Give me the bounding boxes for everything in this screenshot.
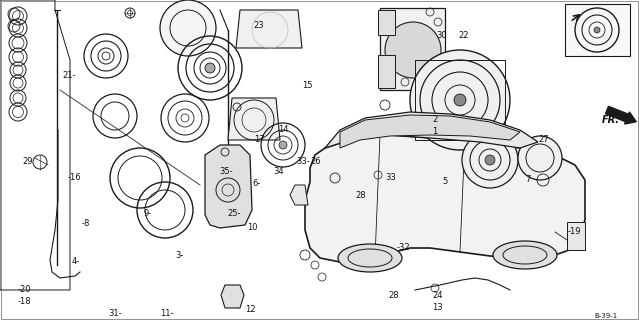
Text: 31-: 31- [109,309,122,318]
Polygon shape [380,8,445,90]
Text: -16: -16 [68,173,82,182]
Polygon shape [205,145,252,228]
Text: 15: 15 [302,82,312,91]
Polygon shape [340,115,520,148]
Text: 29: 29 [22,157,33,166]
Text: 33: 33 [385,173,396,182]
Text: 34: 34 [273,167,284,177]
Ellipse shape [493,241,557,269]
Text: -20: -20 [18,284,31,293]
Polygon shape [221,285,244,308]
Circle shape [594,27,600,33]
Text: 5: 5 [442,178,447,187]
Circle shape [205,63,215,73]
Text: 6-: 6- [252,180,261,188]
Polygon shape [325,112,538,148]
Text: 33-: 33- [296,157,310,166]
Polygon shape [378,10,395,35]
Text: -32: -32 [396,244,410,252]
Polygon shape [228,98,280,140]
Text: 30: 30 [436,31,447,41]
Circle shape [160,0,216,56]
Ellipse shape [338,244,402,272]
Text: 21-: 21- [62,71,75,81]
Bar [415,60,505,140]
Circle shape [410,50,510,150]
Text: 11-: 11- [160,309,174,318]
Text: 3-: 3- [175,251,183,260]
Text: -18: -18 [18,298,31,307]
Circle shape [518,136,562,180]
Text: 28: 28 [355,190,366,199]
Text: 35-: 35- [219,167,233,177]
Text: -19: -19 [568,228,581,236]
Polygon shape [290,185,308,205]
Circle shape [385,22,441,78]
Circle shape [485,155,495,165]
Circle shape [454,94,466,106]
Circle shape [462,132,518,188]
Text: 28: 28 [388,292,399,300]
Polygon shape [378,55,395,88]
Text: 13: 13 [432,302,443,311]
Bar [565,4,630,56]
Text: 9-: 9- [144,209,152,218]
Circle shape [279,141,287,149]
Text: 22: 22 [458,31,468,41]
Text: 24: 24 [432,292,442,300]
Text: 1: 1 [432,126,437,135]
Text: FR.: FR. [602,115,620,125]
Text: 12: 12 [245,306,256,315]
Text: 2: 2 [432,116,437,124]
FancyArrow shape [606,106,636,124]
Text: 25-: 25- [227,209,240,218]
Text: 7: 7 [525,175,530,185]
Text: 23: 23 [253,21,264,30]
Text: 14: 14 [278,125,288,134]
Bar [567,222,585,250]
Polygon shape [236,10,302,48]
Text: B-39-1: B-39-1 [594,313,617,319]
Text: 26: 26 [310,157,321,166]
Text: 27: 27 [538,135,549,145]
Text: 17: 17 [254,135,265,145]
Text: 4-: 4- [72,258,80,267]
Polygon shape [305,135,585,262]
Text: -8: -8 [82,220,90,228]
Text: 10: 10 [247,222,258,231]
